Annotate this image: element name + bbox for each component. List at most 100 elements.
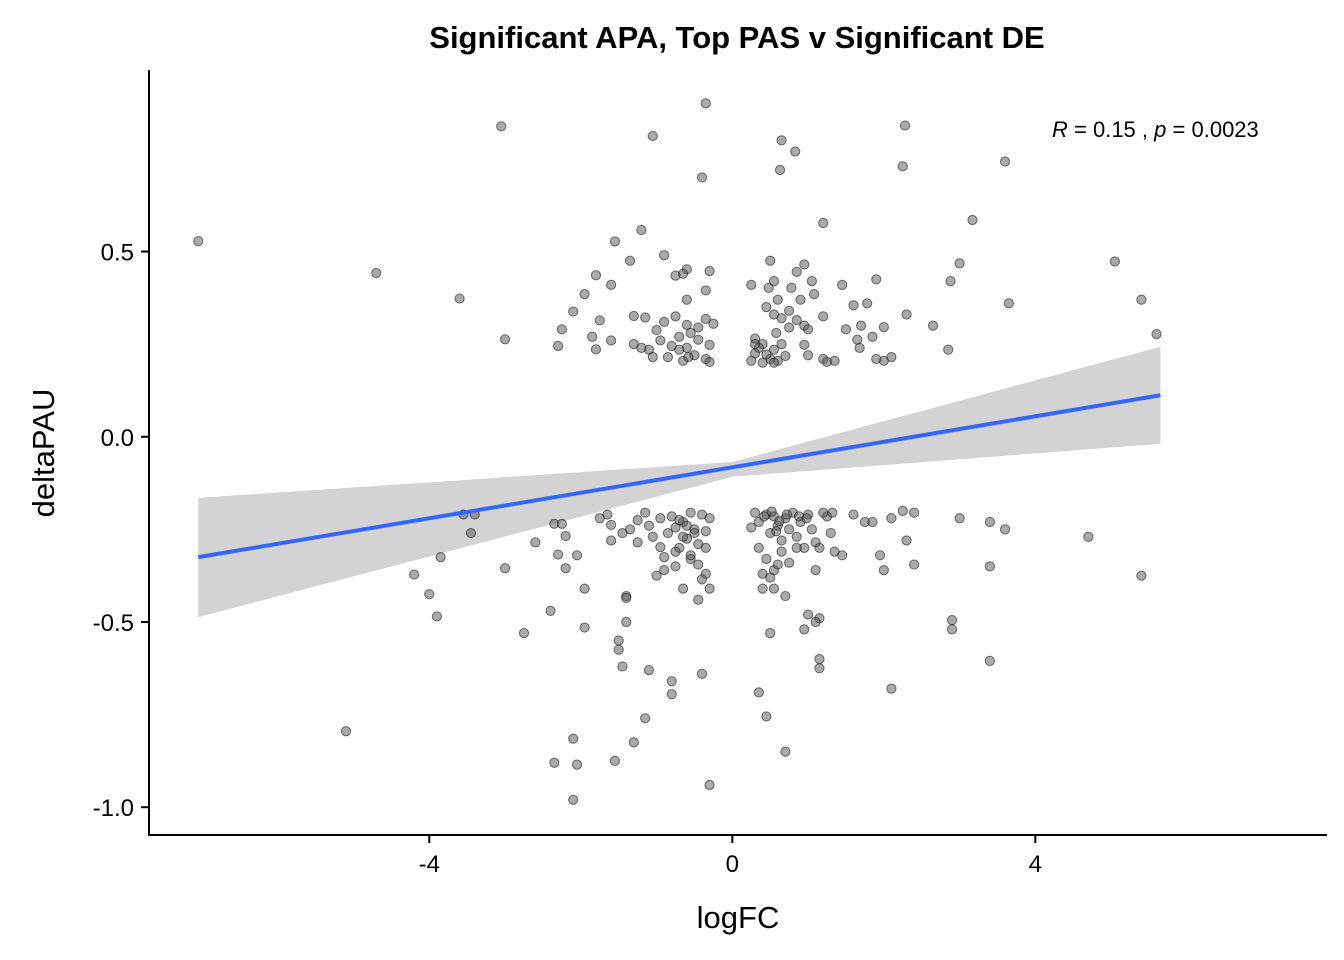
data-point xyxy=(674,344,685,355)
data-point xyxy=(670,270,681,281)
data-point xyxy=(628,737,639,748)
regression-line xyxy=(197,393,1161,560)
data-point xyxy=(674,331,685,342)
data-point xyxy=(763,282,774,293)
data-point xyxy=(776,546,787,557)
y-tick-label: -0.5 xyxy=(93,610,134,637)
data-point xyxy=(909,507,920,518)
data-point xyxy=(999,156,1011,167)
confidence-band xyxy=(198,346,1161,618)
x-ticks: -4 0 4 xyxy=(419,835,1042,878)
data-point xyxy=(867,331,878,342)
data-point xyxy=(499,563,511,574)
data-point xyxy=(621,616,632,628)
data-point xyxy=(854,342,865,353)
data-point xyxy=(677,583,689,594)
data-point xyxy=(685,327,696,339)
data-point xyxy=(693,334,704,345)
data-point xyxy=(670,311,681,322)
data-point xyxy=(818,217,829,229)
data-point xyxy=(647,130,658,142)
data-point xyxy=(761,553,772,565)
data-point xyxy=(371,267,382,279)
data-point xyxy=(696,172,708,183)
data-point xyxy=(647,352,658,363)
data-point xyxy=(946,615,958,626)
data-point xyxy=(496,121,507,132)
data-point xyxy=(901,309,912,320)
data-point xyxy=(624,524,636,535)
data-point xyxy=(685,550,696,561)
data-point xyxy=(674,515,685,526)
data-point xyxy=(772,294,783,305)
data-point xyxy=(696,574,708,585)
data-point xyxy=(780,590,791,602)
data-point xyxy=(784,524,795,535)
data-point xyxy=(886,683,897,694)
data-point xyxy=(945,276,956,287)
data-point xyxy=(771,526,782,537)
data-point xyxy=(757,583,768,594)
data-point xyxy=(791,266,802,278)
data-point xyxy=(806,524,817,535)
data-point xyxy=(791,531,802,542)
data-point xyxy=(757,357,768,368)
data-point xyxy=(662,352,674,363)
data-point xyxy=(409,569,420,580)
data-point xyxy=(704,266,715,277)
data-point xyxy=(636,224,647,236)
data-point xyxy=(556,518,567,529)
data-point xyxy=(655,335,666,346)
data-point xyxy=(1136,294,1147,305)
data-point xyxy=(704,339,715,350)
data-point xyxy=(628,310,639,322)
data-point xyxy=(909,559,920,570)
data-point xyxy=(677,531,689,542)
data-point xyxy=(886,513,897,524)
data-point xyxy=(666,689,677,700)
data-point xyxy=(632,537,643,548)
data-point xyxy=(568,733,579,744)
data-point xyxy=(670,546,681,557)
data-point xyxy=(1151,329,1162,340)
data-point xyxy=(1136,570,1147,581)
data-point xyxy=(840,324,852,335)
data-point xyxy=(560,530,571,542)
data-point xyxy=(790,146,801,157)
r-value: = 0.15 , xyxy=(1074,117,1148,142)
data-point xyxy=(784,322,795,333)
data-point xyxy=(643,520,655,531)
chart-title: Significant APA, Top PAS v Significant D… xyxy=(429,20,1044,55)
data-point xyxy=(1109,256,1120,267)
data-point xyxy=(454,293,465,304)
data-point xyxy=(704,779,715,791)
data-point xyxy=(632,515,643,526)
data-point xyxy=(759,511,770,522)
data-point xyxy=(791,314,802,326)
data-point xyxy=(700,313,711,325)
data-point xyxy=(802,350,814,361)
data-point xyxy=(784,305,795,316)
data-point xyxy=(659,552,670,563)
data-point xyxy=(776,339,787,350)
data-point xyxy=(818,507,829,518)
data-point xyxy=(768,276,780,287)
data-point xyxy=(814,542,825,553)
data-point xyxy=(696,668,708,679)
data-point xyxy=(552,340,564,352)
data-point xyxy=(640,507,651,518)
data-point xyxy=(636,342,647,353)
data-point xyxy=(984,516,995,528)
data-point xyxy=(943,344,954,355)
data-point xyxy=(746,522,757,533)
x-tick-label: 0 xyxy=(726,851,739,878)
data-point xyxy=(647,531,658,542)
data-point xyxy=(814,663,825,674)
data-point xyxy=(655,542,666,553)
data-point xyxy=(704,583,715,594)
data-point xyxy=(810,616,821,628)
data-point xyxy=(781,509,792,520)
data-point xyxy=(704,513,715,524)
data-point xyxy=(806,276,817,287)
